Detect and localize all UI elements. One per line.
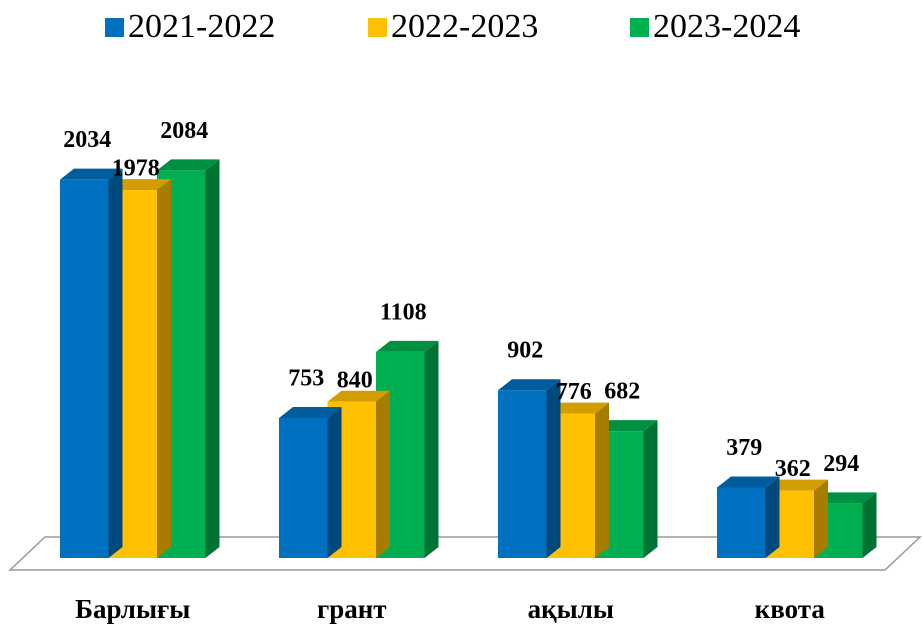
legend-swatch — [630, 18, 649, 37]
bar-top — [717, 476, 780, 488]
data-label: 1978 — [112, 156, 160, 182]
bar-side — [546, 379, 561, 558]
bar-side — [814, 479, 828, 558]
data-label: 776 — [556, 379, 592, 405]
bar-side — [205, 159, 220, 558]
data-label: 362 — [775, 456, 811, 482]
legend-label: 2023-2024 — [653, 8, 800, 45]
bar-top — [498, 379, 561, 391]
bar — [60, 179, 109, 558]
data-label: 294 — [823, 451, 859, 477]
x-tick-label: Барлығы — [75, 594, 190, 624]
legend-label: 2022-2023 — [391, 8, 538, 45]
bar-top — [595, 420, 658, 432]
data-label: 1108 — [380, 299, 427, 325]
data-label: 840 — [337, 367, 373, 393]
bar-top — [157, 159, 220, 171]
floor — [8, 536, 922, 571]
data-label: 2034 — [63, 127, 111, 153]
bar-side — [108, 168, 123, 558]
bar-top — [108, 179, 171, 191]
bar-top — [765, 479, 828, 491]
x-tick-label: квота — [755, 594, 826, 624]
bar-top — [546, 402, 609, 414]
data-label: 753 — [288, 365, 324, 391]
bar-side — [376, 390, 390, 558]
x-tick-label: грант — [317, 594, 387, 624]
bar-top — [279, 406, 342, 418]
data-label: 379 — [726, 435, 762, 461]
bar — [279, 417, 328, 558]
bar — [717, 487, 766, 558]
data-label: 2084 — [160, 118, 208, 144]
bar-side — [643, 420, 658, 558]
bar-top — [327, 390, 390, 402]
bar-side — [765, 476, 780, 558]
legend-swatch — [368, 18, 387, 37]
bar-side — [595, 402, 609, 558]
data-label: 682 — [604, 379, 640, 405]
legend-label: 2021-2022 — [128, 8, 275, 45]
bar-side — [157, 179, 171, 559]
data-label: 902 — [507, 338, 543, 364]
bar-side — [862, 492, 877, 558]
bar-top — [60, 168, 123, 180]
legend-swatch — [105, 18, 124, 37]
bar-side — [424, 340, 439, 558]
bar-top — [376, 340, 439, 352]
bar — [498, 390, 547, 558]
x-tick-label: ақылы — [528, 594, 614, 624]
bar-top — [814, 492, 877, 504]
bar-side — [327, 406, 342, 558]
